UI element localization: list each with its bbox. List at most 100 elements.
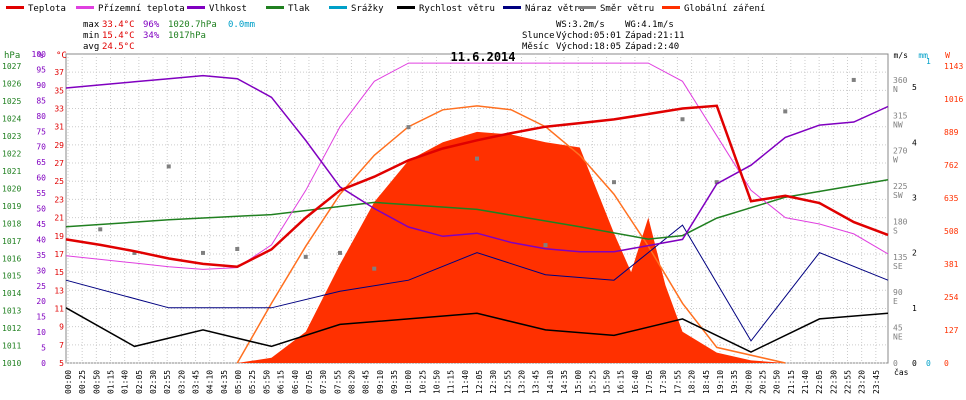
hpa-tick: 1026 <box>2 80 21 89</box>
hpa-tick: 1016 <box>2 254 21 263</box>
x-tick-label: 10:00 <box>404 370 413 394</box>
dir-tick: 315 <box>893 111 908 120</box>
pct-tick: 20 <box>36 297 46 306</box>
dir-tick: 0 <box>893 359 898 368</box>
legend-swatch <box>266 6 284 9</box>
x-tick-label: 13:20 <box>518 370 527 394</box>
ground-temp-line <box>65 62 889 270</box>
x-tick-label: 15:00 <box>574 370 583 394</box>
c-tick: 11 <box>54 304 64 313</box>
c-tick: 35 <box>54 86 64 95</box>
legend-label: Přízemní teplota <box>98 4 185 14</box>
pct-tick: 0 <box>41 359 46 368</box>
mm-tick: 0 <box>926 359 931 368</box>
wind-dir-point <box>303 254 308 259</box>
c-tick: 17 <box>54 250 64 259</box>
legend: Teplota Přízemní teplota Vlhkost Tlak Srážky… <box>6 4 765 14</box>
ms-tick: 4 <box>912 138 917 147</box>
pct-tick: 100 <box>32 50 47 59</box>
dir-tick: 135 <box>893 253 908 262</box>
dir-tick-label: W <box>893 156 898 165</box>
stat-value: 1017hPa <box>168 31 206 41</box>
chart-title: 11.6.2014 <box>450 50 515 64</box>
x-tick-label: 13:45 <box>532 370 541 394</box>
hpa-tick: 1014 <box>2 289 21 298</box>
axes: hPa% °C1027102610251024102310221021102010… <box>2 50 963 377</box>
pct-tick: 35 <box>36 251 46 260</box>
x-tick-label: 18:45 <box>702 370 711 394</box>
w-tick: 762 <box>944 161 959 170</box>
x-tick-label: 23:20 <box>858 370 867 394</box>
w-tick: 254 <box>944 293 959 302</box>
dir-tick-label: N <box>893 85 898 94</box>
c-tick: 37 <box>54 68 64 77</box>
c-tick: 5 <box>59 359 64 368</box>
c-tick: 27 <box>54 159 64 168</box>
legend-swatch <box>187 6 205 9</box>
gust-line <box>65 224 889 342</box>
mm-unit: mm <box>918 51 928 60</box>
x-tick-label: 19:10 <box>716 370 725 394</box>
wind-dir-point <box>201 250 205 255</box>
pct-tick: 15 <box>36 313 46 322</box>
pct-tick: 10 <box>36 328 46 337</box>
c-tick: 7 <box>59 341 64 350</box>
x-tick-label: 01:40 <box>121 370 130 394</box>
pct-tick: 55 <box>36 189 46 198</box>
x-tick-label: 12:30 <box>489 370 498 394</box>
hpa-tick: 1013 <box>2 307 21 316</box>
humidity-line <box>65 74 889 253</box>
wind-dir-point <box>406 125 411 130</box>
wind-dir-point <box>851 77 856 82</box>
legend-label: Náraz větru <box>525 4 585 14</box>
wind-dir-point <box>372 266 377 271</box>
pct-tick: 60 <box>36 174 46 183</box>
w-tick: 635 <box>944 194 959 203</box>
c-tick: 19 <box>54 232 64 241</box>
x-tick-label: 02:05 <box>135 370 144 394</box>
w-tick: 508 <box>944 227 959 236</box>
ms-tick: 3 <box>912 193 917 202</box>
stat-moon-set: Západ:2:40 <box>625 42 679 52</box>
series-lines <box>65 62 889 353</box>
x-axis-label: čas <box>894 367 909 377</box>
c-tick: 31 <box>54 123 64 132</box>
x-tick-label: 07:05 <box>305 370 314 394</box>
x-tick-label: 19:35 <box>730 370 739 394</box>
wind-dir-point <box>475 156 479 161</box>
c-tick: 25 <box>54 177 64 186</box>
ms-unit: m/s <box>894 51 909 60</box>
x-tick-label: 17:05 <box>645 370 654 394</box>
wind-dir-point <box>235 246 240 251</box>
wind-dir-point <box>783 109 788 114</box>
stat-sun-rise: Východ:05:01 <box>556 31 621 41</box>
w-tick: 381 <box>944 260 959 269</box>
x-tick-label: 05:25 <box>248 370 257 394</box>
x-tick-label: 09:35 <box>390 370 399 394</box>
ms-tick: 5 <box>912 83 917 92</box>
wind-dir-point <box>714 180 719 185</box>
x-tick-label: 05:50 <box>262 370 271 394</box>
hpa-tick: 1024 <box>2 115 21 124</box>
dir-tick: 270 <box>893 147 908 156</box>
stat-value: min <box>83 31 99 41</box>
pct-tick: 95 <box>36 65 46 74</box>
c-tick: 21 <box>54 214 64 223</box>
legend-label: Rychlost větru <box>419 4 495 14</box>
stat-value: 0.0mm <box>228 20 255 30</box>
pct-tick: 70 <box>36 143 46 152</box>
hpa-tick: 1025 <box>2 97 21 106</box>
stat-value: avg <box>83 42 99 52</box>
x-tick-label: 04:10 <box>206 370 215 394</box>
x-tick-label: 06:40 <box>291 370 300 394</box>
pct-tick: 90 <box>36 81 46 90</box>
stat-value: 33.4°C <box>102 20 135 30</box>
x-tick-label: 00:25 <box>78 370 87 394</box>
hpa-tick: 1023 <box>2 132 21 141</box>
x-tick-label: 02:55 <box>163 370 172 394</box>
hpa-tick: 1019 <box>2 202 21 211</box>
hpa-tick: 1012 <box>2 324 21 333</box>
x-tick-label: 23:45 <box>872 370 881 394</box>
dir-tick-label: S <box>893 226 898 235</box>
hpa-tick: 1010 <box>2 359 21 368</box>
